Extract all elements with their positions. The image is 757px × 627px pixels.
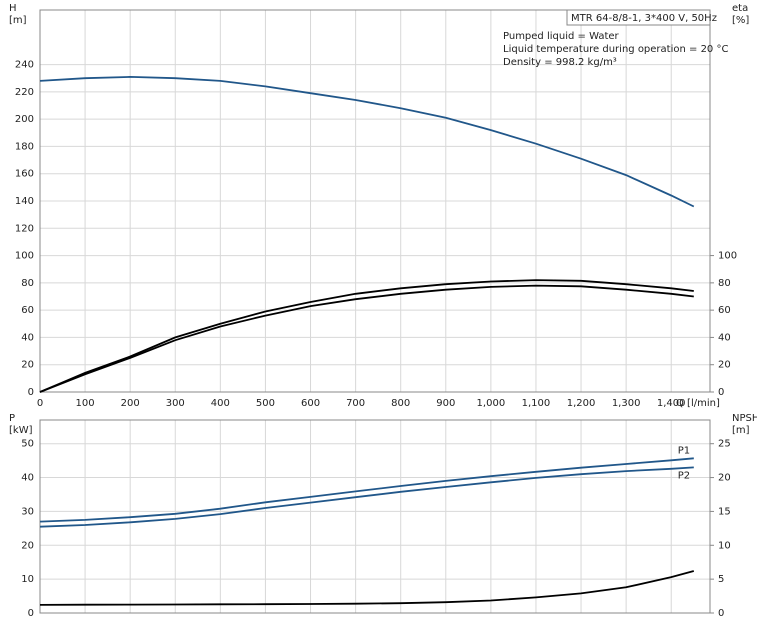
y2-tick-label: 60 — [718, 305, 731, 316]
y-tick-label: 120 — [15, 223, 34, 234]
curve-label: P1 — [678, 445, 690, 456]
plot-frame — [39, 9, 711, 393]
y-tick-label: 0 — [28, 608, 34, 619]
y2-tick-label: 20 — [718, 360, 731, 371]
y-tick-label: 200 — [15, 114, 34, 125]
plot-frame — [39, 419, 711, 614]
y-tick-label: 40 — [21, 473, 34, 484]
x-tick-label: 1,400 — [657, 398, 686, 409]
note: Liquid temperature during operation = 20… — [503, 44, 728, 55]
y-tick-label: 60 — [21, 305, 34, 316]
x-tick-label: 500 — [256, 398, 275, 409]
x-tick-label: 900 — [436, 398, 455, 409]
x-tick-label: 0 — [37, 398, 43, 409]
y2-tick-label: 40 — [718, 332, 731, 343]
y2-tick-label: 25 — [718, 439, 731, 450]
y2-axis-label: NPSH — [732, 413, 757, 424]
y-tick-label: 40 — [21, 332, 34, 343]
y2-tick-label: 100 — [718, 251, 737, 262]
y-tick-label: 240 — [15, 60, 34, 71]
y2-tick-label: 0 — [718, 608, 724, 619]
y2-axis-label: eta — [732, 3, 748, 14]
y-tick-label: 180 — [15, 141, 34, 152]
y-axis-label: [m] — [9, 15, 27, 26]
y2-tick-label: 0 — [718, 387, 724, 398]
y-tick-label: 160 — [15, 169, 34, 180]
y2-tick-label: 5 — [718, 574, 724, 585]
y-tick-label: 80 — [21, 278, 34, 289]
curve — [39, 284, 694, 393]
x-tick-label: 1,100 — [522, 398, 551, 409]
y-tick-label: 220 — [15, 87, 34, 98]
y-tick-label: 20 — [21, 360, 34, 371]
curve — [39, 570, 695, 606]
x-tick-label: 200 — [121, 398, 140, 409]
curve — [39, 75, 695, 208]
y2-tick-label: 10 — [718, 540, 731, 551]
x-tick-label: 300 — [166, 398, 185, 409]
y-axis-label: P — [9, 413, 15, 424]
x-tick-label: 600 — [301, 398, 320, 409]
y2-tick-label: 20 — [718, 473, 731, 484]
y-tick-label: 100 — [15, 251, 34, 262]
info-box-text: MTR 64-8/8-1, 3*400 V, 50Hz — [571, 13, 717, 24]
y2-axis-label: [%] — [732, 15, 749, 26]
note: Pumped liquid = Water — [503, 31, 620, 42]
y2-axis-label: [m] — [732, 425, 750, 436]
x-tick-label: 100 — [76, 398, 95, 409]
y-tick-label: 140 — [15, 196, 34, 207]
curve — [39, 466, 694, 528]
curve — [39, 279, 694, 393]
y-tick-label: 20 — [21, 540, 34, 551]
x-tick-label: 1,300 — [612, 398, 641, 409]
info-box — [566, 9, 711, 26]
y-tick-label: 30 — [21, 506, 34, 517]
x-tick-label: 700 — [346, 398, 365, 409]
y-axis-label: H — [9, 3, 17, 14]
x-tick-label: 1,000 — [477, 398, 506, 409]
note: Density = 998.2 kg/m³ — [503, 57, 617, 68]
y2-tick-label: 80 — [718, 278, 731, 289]
x-tick-label: 800 — [391, 398, 410, 409]
y-tick-label: 10 — [21, 574, 34, 585]
curve — [39, 457, 694, 523]
x-axis-label: Q [l/min] — [676, 398, 720, 409]
y-axis-label: [kW] — [9, 425, 33, 436]
curve-label: P2 — [678, 470, 690, 481]
y-tick-label: 50 — [21, 439, 34, 450]
x-tick-label: 1,200 — [567, 398, 596, 409]
y-tick-label: 0 — [28, 387, 34, 398]
x-tick-label: 400 — [211, 398, 230, 409]
y2-tick-label: 15 — [718, 506, 731, 517]
